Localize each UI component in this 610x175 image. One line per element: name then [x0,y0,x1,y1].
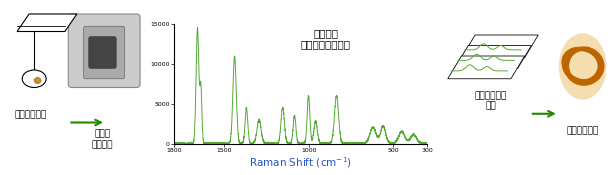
Polygon shape [448,56,525,79]
Text: ラマン
分光測定: ラマン 分光測定 [92,130,113,149]
FancyBboxPatch shape [89,37,116,68]
X-axis label: Raman Shift (cm$^{-1}$): Raman Shift (cm$^{-1}$) [249,155,352,170]
Ellipse shape [34,77,41,84]
Polygon shape [461,35,538,58]
Polygon shape [454,46,531,68]
Text: 輪ゴムと推定: 輪ゴムと推定 [567,126,599,135]
Text: 混入した異物: 混入した異物 [15,110,47,119]
FancyBboxPatch shape [68,14,140,88]
Text: 得られた
ラマンスペクトル: 得られた ラマンスペクトル [301,28,351,50]
Text: データベース
検索: データベース 検索 [475,91,506,110]
Polygon shape [17,14,77,32]
FancyBboxPatch shape [84,26,124,79]
Ellipse shape [559,33,606,100]
Ellipse shape [22,70,46,88]
